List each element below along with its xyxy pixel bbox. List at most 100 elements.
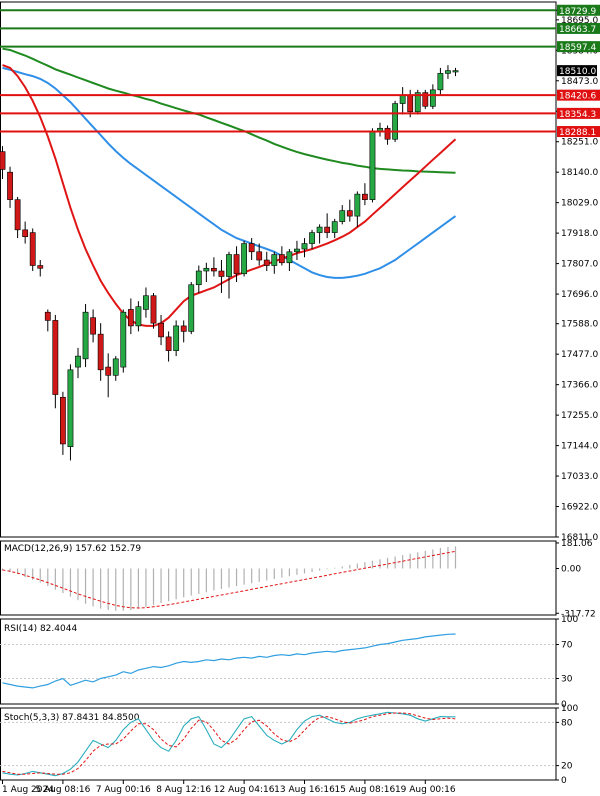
candle-body (143, 295, 149, 310)
candle (301, 238, 308, 258)
main-y-tick-17: 16922.0 (561, 503, 598, 513)
macd-frame (0, 540, 557, 616)
candle-body (112, 358, 119, 376)
level-label-bg-5 (557, 126, 600, 138)
candle-body (0, 151, 6, 170)
stoch-y-tick-1: 80 (561, 718, 573, 728)
candle-body (97, 333, 104, 371)
candle-body (75, 355, 81, 368)
main-y-tick-10: 17696.0 (561, 290, 598, 300)
candle-body (67, 369, 74, 447)
x-tick-label-0: 1 Aug 2024 (2, 785, 54, 795)
x-tick-label-7: 19 Aug 00:16 (395, 785, 456, 795)
candle (248, 238, 255, 261)
candle (173, 320, 180, 357)
candle (29, 228, 36, 272)
candle (263, 251, 270, 272)
candle-body (120, 311, 127, 368)
candle (286, 249, 293, 272)
candle-body (203, 267, 210, 272)
current-price-label: 18510.0 (559, 67, 596, 77)
candle (211, 257, 217, 277)
candle (203, 262, 210, 282)
candle-body (392, 103, 398, 140)
candle-body (59, 396, 66, 445)
candle (354, 191, 361, 228)
rsi-frame (0, 618, 557, 705)
candle (165, 331, 172, 362)
ma-blue-line (2, 66, 457, 279)
candle-body (82, 311, 89, 360)
rsi-y-tick-2: 30 (561, 675, 573, 685)
candle (392, 100, 398, 142)
main-y-tick-7: 18029.0 (561, 199, 598, 209)
candle (127, 298, 134, 335)
candle (361, 183, 368, 206)
candle (218, 260, 225, 293)
candle (369, 128, 376, 203)
candle (67, 364, 74, 461)
level-label-5: 18288.1 (559, 128, 596, 138)
candle-body (165, 336, 172, 351)
candle (294, 240, 300, 261)
candle (309, 229, 315, 250)
macd-signal-line (2, 550, 456, 609)
macd-y-tick-0: 181.06 (561, 539, 593, 549)
candle-body (37, 265, 44, 269)
rsi-y-tick-0: 100 (561, 615, 578, 625)
candle (52, 314, 59, 409)
stoch-label: Stoch(5,3,3) 87.8431 84.8500 (4, 713, 140, 723)
candle (346, 199, 353, 222)
macd-y-tick-2: -317.72 (561, 609, 596, 619)
candle (316, 224, 323, 244)
candle (414, 89, 421, 115)
x-tick-label-6: 15 Aug 08:16 (335, 785, 396, 795)
candle-body (233, 254, 240, 275)
rsi-y-tick-1: 70 (561, 641, 573, 651)
candle (445, 65, 451, 79)
main-y-tick-12: 17477.0 (561, 350, 598, 360)
main-y-tick-18: 16811.0 (561, 533, 598, 543)
stoch-d-line (2, 712, 456, 775)
candle-body (90, 317, 96, 335)
main-y-tick-1: 18695.0 (561, 16, 598, 26)
main-frame (0, 1, 557, 538)
candle-body (211, 267, 217, 272)
candle-body (294, 248, 300, 253)
candle (241, 240, 247, 277)
candle-body (263, 259, 270, 266)
candle (324, 213, 331, 239)
candle-body (384, 127, 391, 140)
candle (384, 125, 391, 145)
rsi-y-tick-3: 0 (561, 700, 567, 710)
stoch-frame (0, 707, 557, 781)
candle-body (135, 306, 142, 327)
candle (271, 251, 278, 274)
candle (452, 67, 459, 77)
macd-pane: MACD(12,26,9) 157.62 152.79 181.06 0.00 -3… (1, 539, 596, 619)
macd-y-tick-1: 0.00 (561, 564, 581, 574)
ma-green-line (2, 47, 456, 174)
stoch-pane: Stoch(5,3,3) 87.8431 84.8500 100 80 20 0 (0, 704, 578, 786)
x-tick-label-1: 5 Aug 08:16 (35, 785, 90, 795)
candle (82, 303, 89, 368)
candle-body (180, 325, 187, 332)
candle-body (241, 243, 247, 275)
stoch-y-tick-2: 20 (561, 762, 573, 772)
macd-label: MACD(12,26,9) 157.62 152.79 (4, 544, 141, 554)
candle-body (346, 210, 353, 217)
main-y-tick-6: 18140.0 (561, 168, 598, 178)
candle (105, 353, 112, 398)
level-label-3: 18420.6 (559, 92, 596, 102)
candle (437, 67, 444, 96)
level-label-2: 18597.4 (559, 43, 596, 53)
candle (97, 323, 104, 381)
current-price-bg (557, 65, 597, 77)
candle-body (173, 325, 180, 351)
x-tick-label-4: 12 Aug 04:16 (214, 785, 275, 795)
main-y-tick-9: 17807.0 (561, 260, 598, 270)
candle (37, 260, 44, 277)
candle (195, 265, 202, 293)
stoch-y-tick-0: 100 (561, 704, 578, 714)
